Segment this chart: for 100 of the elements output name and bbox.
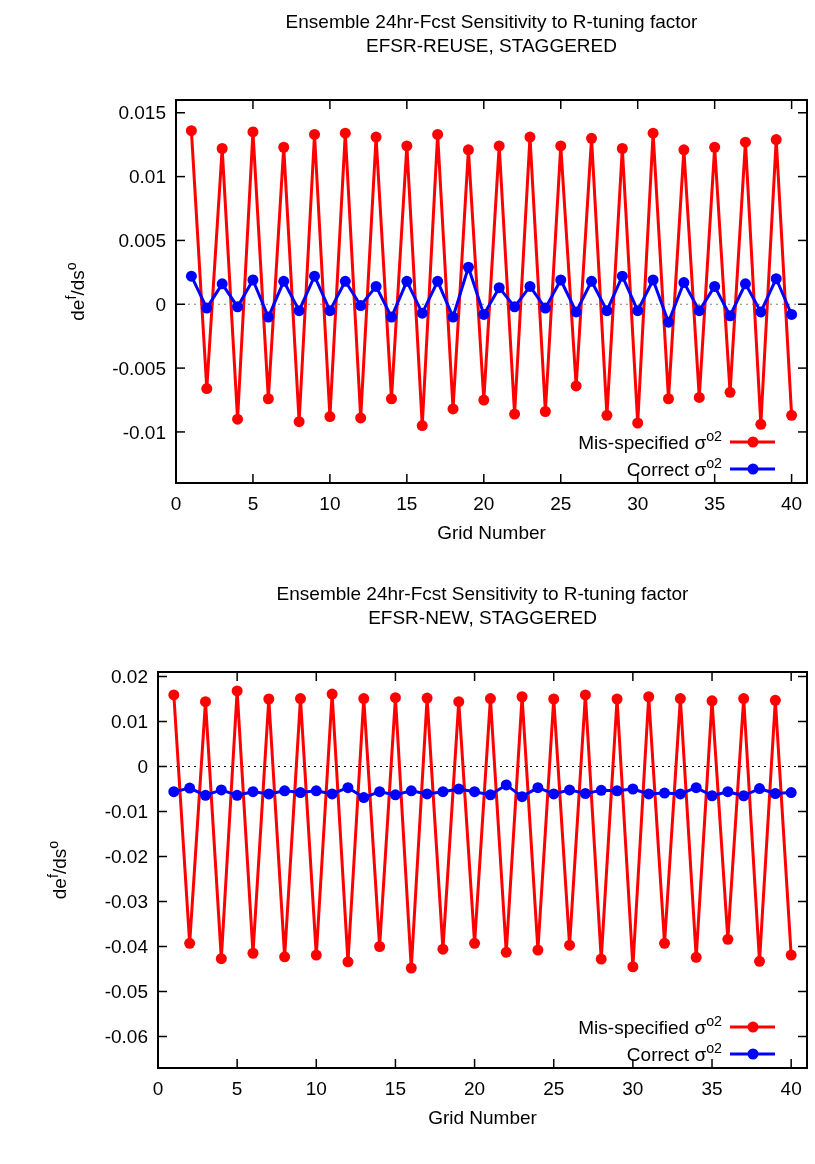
point (231, 789, 243, 801)
point (595, 784, 607, 796)
point (662, 393, 674, 405)
x-tick-label: 5 (247, 493, 259, 514)
point (674, 788, 686, 800)
point (358, 693, 370, 705)
point (168, 786, 180, 798)
point (579, 689, 591, 701)
point (674, 693, 686, 705)
point (493, 282, 505, 294)
point (370, 280, 382, 292)
point (437, 786, 449, 798)
point (294, 693, 306, 705)
legend-label: Correct σ$^{o2}$ (626, 454, 723, 480)
x-tick-label: 30 (627, 493, 649, 514)
point (358, 792, 370, 804)
point (709, 141, 721, 153)
point (309, 128, 321, 140)
point (405, 962, 417, 974)
chart-title: Ensemble 24hr-Fcst Sensitivity to R-tuning factor (276, 583, 690, 604)
point (755, 306, 767, 318)
point (421, 788, 433, 800)
point (548, 693, 560, 705)
y-tick-label: 0.015 (118, 102, 166, 124)
point (279, 785, 291, 797)
point (247, 274, 259, 286)
point (370, 131, 382, 143)
point (586, 132, 598, 144)
point (294, 787, 306, 799)
point (693, 391, 705, 403)
point (738, 693, 750, 705)
point (601, 305, 613, 317)
point (722, 786, 734, 798)
point (405, 785, 417, 797)
point (469, 937, 481, 949)
point (500, 946, 512, 958)
point (326, 688, 338, 700)
point (231, 685, 243, 697)
x-tick-label: 40 (780, 1078, 802, 1099)
y-tick-label: -0.05 (104, 981, 148, 1003)
point (293, 305, 305, 317)
point (263, 788, 275, 800)
point (184, 937, 196, 949)
point (662, 316, 674, 328)
y-tick-label: -0.005 (112, 357, 166, 379)
point (339, 127, 351, 139)
point (555, 140, 567, 152)
point (770, 273, 782, 285)
point (524, 131, 536, 143)
y-tick-label: -0.02 (104, 846, 148, 868)
point (416, 420, 428, 432)
point (532, 944, 544, 956)
point (579, 788, 591, 799)
point (199, 696, 211, 708)
point (185, 125, 197, 137)
point (769, 788, 781, 799)
y-tick-label: 0.02 (111, 666, 148, 688)
point (432, 275, 444, 287)
point (611, 693, 623, 705)
point (478, 394, 490, 406)
point (595, 953, 607, 965)
y-tick-label: 0 (155, 293, 166, 315)
x-tick-label: 20 (473, 493, 495, 514)
y-tick-label: -0.04 (104, 936, 149, 958)
point (516, 691, 528, 703)
x-tick-label: 30 (622, 1078, 644, 1099)
point (247, 947, 259, 959)
point (401, 275, 413, 287)
point (355, 300, 367, 312)
point (385, 393, 397, 405)
point (326, 788, 338, 800)
point (706, 695, 718, 707)
x-tick-label: 10 (319, 493, 341, 514)
point (309, 270, 321, 282)
chart-subtitle: EFSR-NEW, STAGGERED (368, 607, 597, 628)
point (310, 785, 322, 797)
point (632, 417, 644, 429)
point (539, 302, 551, 314)
y-tick-label: 0.01 (129, 166, 166, 188)
x-axis-title: Grid Number (428, 1107, 538, 1128)
point (201, 302, 213, 314)
point (769, 694, 781, 706)
point (586, 275, 598, 287)
point (263, 693, 275, 705)
point (447, 311, 459, 323)
point (453, 783, 465, 795)
point (632, 305, 644, 317)
y-tick-label: 0.01 (111, 711, 148, 733)
point (539, 406, 551, 418)
point (627, 783, 639, 795)
point (293, 416, 305, 428)
point (739, 136, 751, 148)
point (785, 949, 797, 961)
point (509, 408, 521, 420)
point (643, 788, 655, 800)
point (738, 790, 750, 802)
point (659, 937, 671, 949)
x-tick-label: 25 (550, 493, 572, 514)
point (724, 310, 736, 322)
point (342, 782, 354, 794)
